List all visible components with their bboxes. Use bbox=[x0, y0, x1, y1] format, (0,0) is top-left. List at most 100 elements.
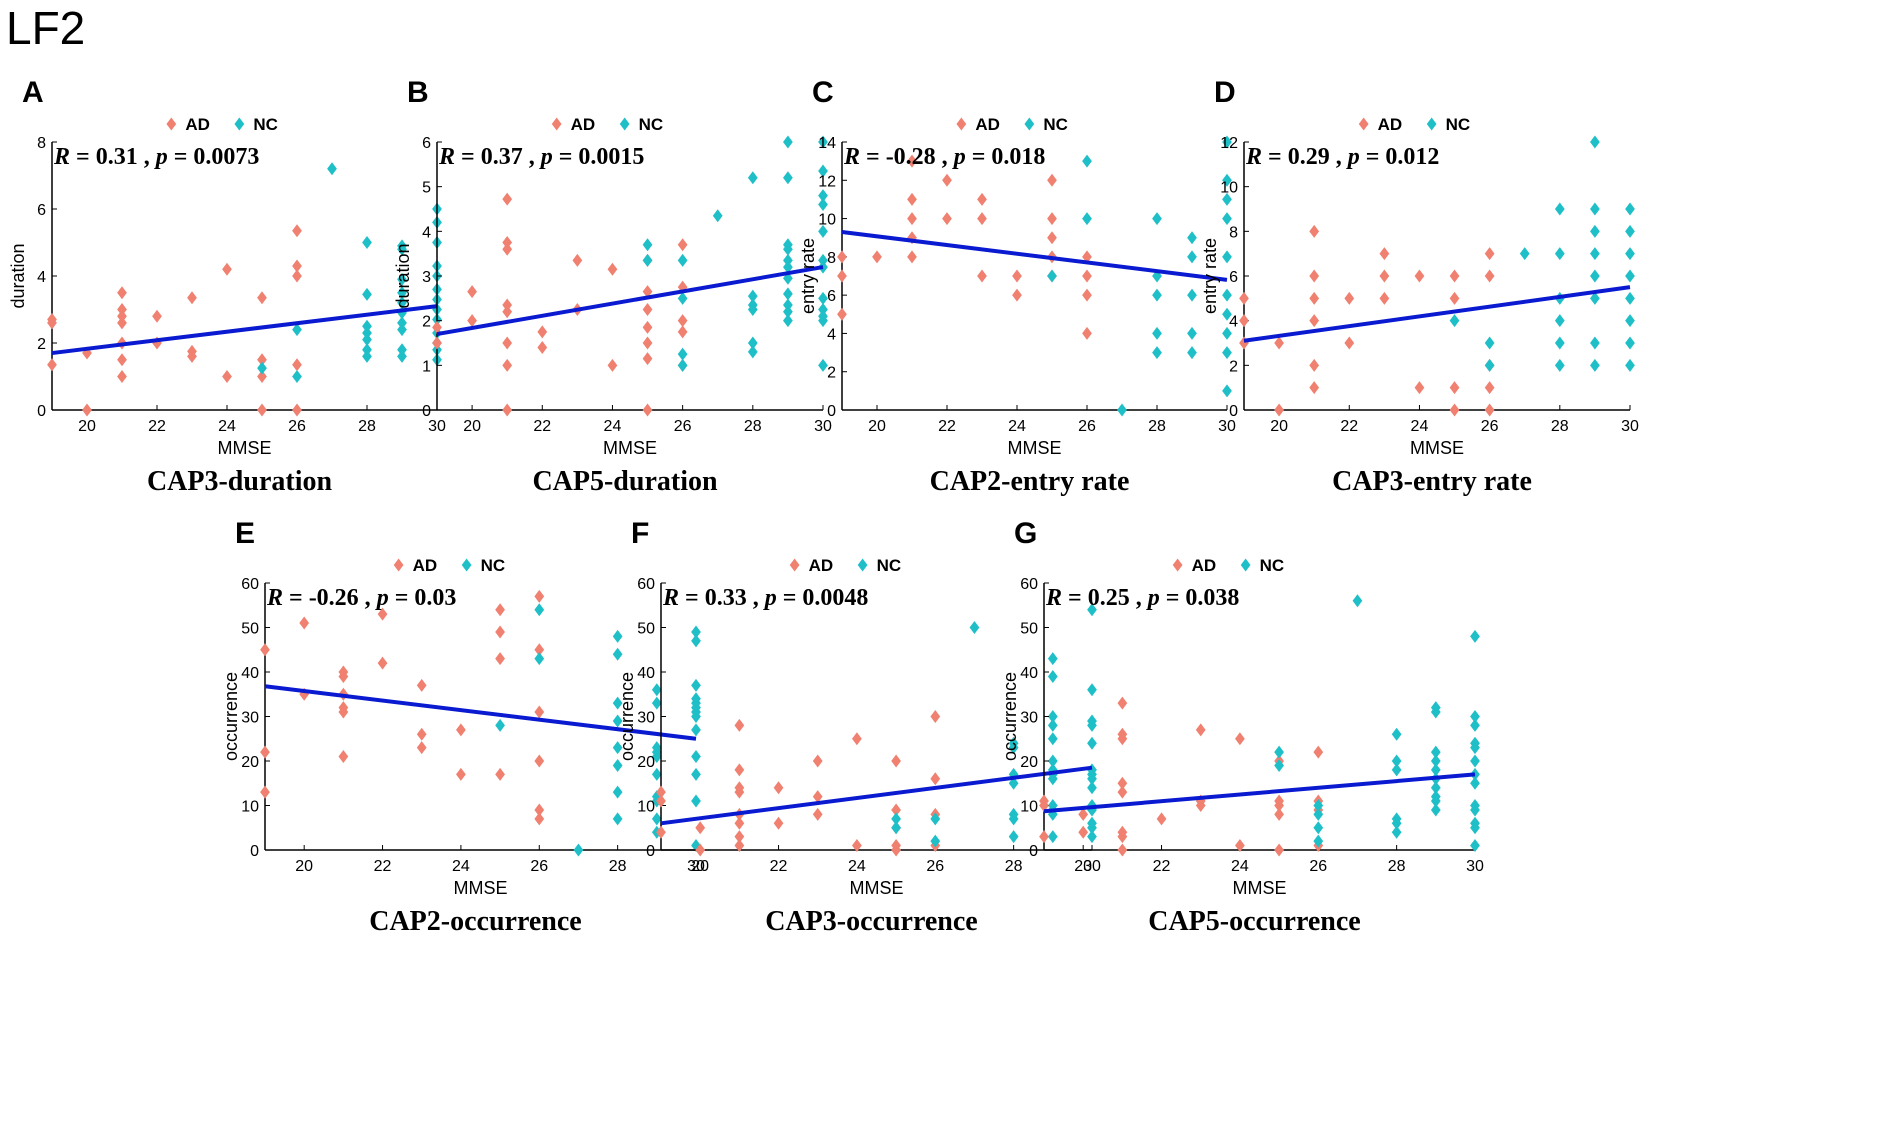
x-tick-label: 30 bbox=[1218, 418, 1236, 435]
legend-marker-ad bbox=[166, 117, 177, 131]
data-point-nc bbox=[1047, 830, 1058, 844]
data-point-ad bbox=[1195, 723, 1206, 737]
data-point-nc bbox=[1187, 231, 1197, 245]
data-point-nc bbox=[783, 135, 793, 149]
data-point-ad bbox=[117, 286, 127, 300]
data-point-ad bbox=[260, 745, 270, 759]
correlation-stat: R = -0.26 , p = 0.03 bbox=[266, 585, 456, 611]
data-point-nc bbox=[1470, 629, 1480, 643]
data-point-nc bbox=[1484, 358, 1495, 372]
data-point-ad bbox=[260, 643, 270, 657]
correlation-stat: R = 0.33 , p = 0.0048 bbox=[662, 585, 868, 611]
data-point-nc bbox=[257, 361, 267, 375]
data-point-nc bbox=[1470, 741, 1480, 755]
data-point-nc bbox=[712, 209, 723, 223]
data-point-nc bbox=[783, 298, 793, 312]
data-point-nc bbox=[292, 323, 302, 337]
data-point-nc bbox=[1187, 346, 1197, 360]
data-point-nc bbox=[1008, 812, 1019, 826]
legend-marker-nc bbox=[857, 558, 868, 572]
data-point-nc bbox=[651, 812, 662, 826]
y-tick-label: 6 bbox=[1229, 269, 1238, 286]
panel-letter: E bbox=[235, 517, 255, 550]
data-point-nc bbox=[612, 785, 623, 799]
data-point-ad bbox=[260, 785, 270, 799]
data-point-ad bbox=[292, 224, 302, 238]
stat-value: = 0.03 bbox=[389, 585, 457, 611]
data-point-nc bbox=[1391, 763, 1402, 777]
data-point-nc bbox=[747, 171, 758, 185]
data-point-ad bbox=[607, 262, 618, 276]
y-tick-label: 30 bbox=[241, 710, 259, 727]
data-point-ad bbox=[299, 616, 310, 630]
data-point-nc bbox=[1625, 291, 1635, 305]
data-point-nc bbox=[1470, 839, 1480, 853]
data-point-ad bbox=[1449, 291, 1460, 305]
data-point-nc bbox=[1222, 288, 1232, 302]
panel-caption: CAP3-occurrence bbox=[765, 906, 978, 937]
data-point-nc bbox=[651, 767, 662, 781]
data-point-ad bbox=[1239, 314, 1249, 328]
y-tick-label: 8 bbox=[827, 250, 836, 267]
y-tick-label: 2 bbox=[422, 314, 431, 331]
data-point-ad bbox=[1344, 291, 1355, 305]
data-point-ad bbox=[837, 269, 847, 283]
stat-symbol: R bbox=[662, 585, 679, 611]
data-point-nc bbox=[1187, 288, 1197, 302]
data-point-nc bbox=[362, 319, 372, 333]
y-tick-label: 50 bbox=[241, 621, 259, 638]
data-point-nc bbox=[1047, 718, 1058, 732]
data-point-ad bbox=[1449, 381, 1460, 395]
x-tick-label: 28 bbox=[1005, 858, 1023, 875]
data-point-ad bbox=[495, 603, 505, 617]
data-point-nc bbox=[1222, 192, 1232, 206]
legend-marker-ad bbox=[956, 117, 967, 131]
data-point-ad bbox=[257, 370, 267, 383]
x-tick-label: 24 bbox=[604, 418, 622, 435]
x-tick-label: 30 bbox=[1083, 858, 1101, 875]
data-point-ad bbox=[292, 403, 302, 417]
legend-label-nc: NC bbox=[1043, 115, 1068, 134]
x-tick-label: 24 bbox=[848, 858, 866, 875]
stat-symbol: R bbox=[843, 144, 860, 170]
data-point-nc bbox=[1187, 250, 1197, 264]
stat-value: = 0.29 , bbox=[1262, 144, 1348, 170]
data-point-ad bbox=[1239, 291, 1249, 305]
data-point-ad bbox=[537, 340, 548, 354]
data-point-ad bbox=[677, 238, 688, 252]
data-point-nc bbox=[691, 750, 701, 764]
data-point-ad bbox=[907, 192, 917, 206]
x-tick-label: 24 bbox=[1411, 418, 1429, 435]
legend-label-ad: AD bbox=[1192, 556, 1217, 575]
x-tick-label: 24 bbox=[1008, 418, 1026, 435]
data-point-ad bbox=[607, 358, 618, 372]
legend-marker-nc bbox=[1426, 117, 1437, 131]
data-point-ad bbox=[1274, 807, 1284, 821]
data-point-ad bbox=[47, 316, 57, 330]
data-point-ad bbox=[891, 754, 901, 768]
legend-label-ad: AD bbox=[571, 115, 596, 134]
data-point-nc bbox=[612, 741, 623, 755]
data-point-ad bbox=[534, 754, 545, 768]
data-point-ad bbox=[837, 250, 847, 264]
data-point-nc bbox=[747, 303, 758, 316]
chart-panel-g: G20 22 24 26 28 300102030405060MMSEoccurrence… bbox=[1000, 517, 1484, 937]
x-axis-label: MMSE bbox=[1233, 878, 1287, 898]
data-point-nc bbox=[747, 345, 758, 359]
y-tick-label: 0 bbox=[250, 843, 259, 860]
y-tick-label: 20 bbox=[1020, 754, 1038, 771]
y-tick-label: 4 bbox=[1229, 314, 1238, 331]
data-point-nc bbox=[612, 647, 623, 661]
x-tick-label: 30 bbox=[428, 418, 446, 435]
data-point-nc bbox=[891, 821, 901, 835]
data-point-ad bbox=[942, 173, 952, 187]
data-point-nc bbox=[783, 242, 793, 256]
data-point-ad bbox=[1379, 247, 1390, 261]
data-point-ad bbox=[1484, 269, 1495, 283]
data-point-nc bbox=[642, 238, 653, 252]
panel-caption: CAP2-occurrence bbox=[369, 906, 582, 937]
data-point-nc bbox=[891, 812, 901, 826]
stat-value: = 0.33 , bbox=[679, 585, 765, 611]
x-axis-label: MMSE bbox=[218, 438, 272, 458]
data-point-nc bbox=[1222, 346, 1232, 360]
